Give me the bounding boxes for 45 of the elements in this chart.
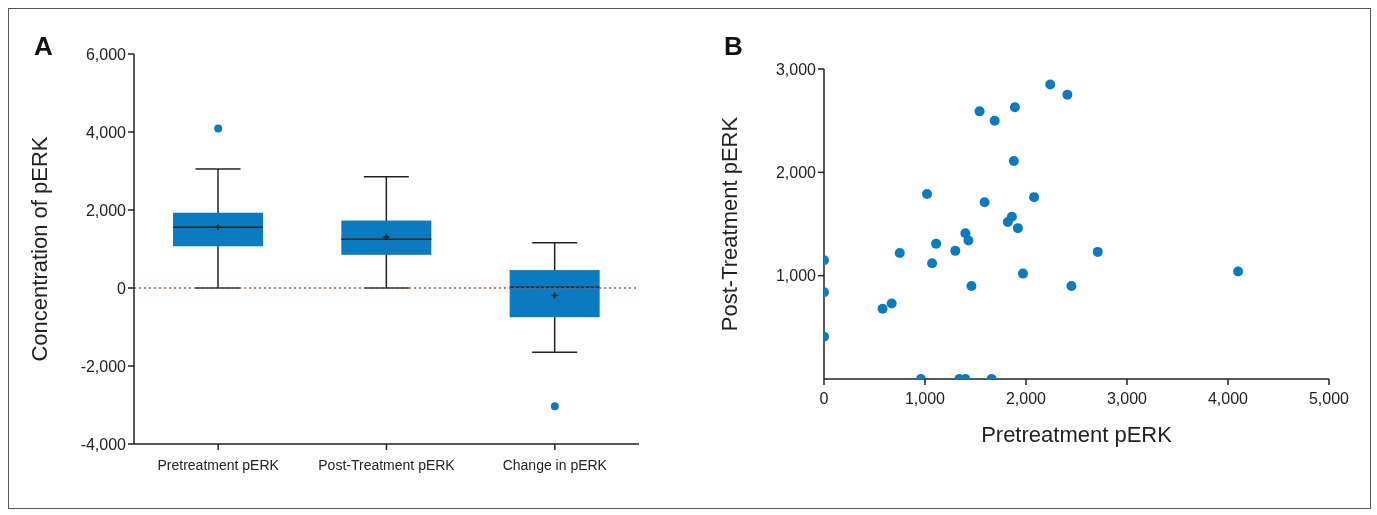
x-tick-label: Post-Treatment pERK [318,456,456,473]
point [979,197,990,208]
point [1045,79,1056,90]
y-tick-label: 6,000 [85,45,127,63]
y-tick-label: 2,000 [775,164,817,182]
y-tick-label: 4,000 [85,123,127,141]
x-tick-label: 1,000 [904,390,946,408]
y-tick-label: 1,000 [775,267,817,285]
x-tick-label: 5,000 [1308,390,1350,408]
chart-title: B [724,31,743,62]
point [1062,89,1073,100]
x-tick-label: 0 [819,390,829,408]
y-tick-label: 2,000 [85,201,127,219]
y-tick-label: -2,000 [80,357,127,375]
point [886,298,897,309]
point [1092,246,1103,257]
point [1029,192,1040,203]
point [1017,268,1028,279]
point [1012,223,1023,234]
y-tick-label: 0 [117,279,127,297]
point [927,258,938,269]
point [963,235,974,246]
x-tick-label: Pretreatment pERK [157,456,280,473]
y-axis-title: Concentration of pERK [26,136,52,362]
point [877,303,888,314]
x-tick-label: 2,000 [1005,390,1047,408]
x-tick-label: Change in pERK [502,456,608,473]
point [922,189,933,200]
point [894,247,905,258]
point [1008,155,1019,166]
y-tick-label: -4,000 [80,435,127,453]
chart-title: A [34,31,53,62]
point [1233,266,1244,277]
x-axis-title: Pretreatment pERK [981,422,1173,447]
point [1066,281,1077,291]
x-tick-label: 3,000 [1106,390,1148,408]
point [950,245,961,256]
y-tick-label: 3,000 [775,60,817,78]
point [974,106,985,117]
point [989,115,1000,126]
point [1002,216,1013,227]
point [966,281,977,291]
point [1009,102,1020,113]
x-tick-label: 4,000 [1207,390,1249,408]
point [931,238,942,249]
